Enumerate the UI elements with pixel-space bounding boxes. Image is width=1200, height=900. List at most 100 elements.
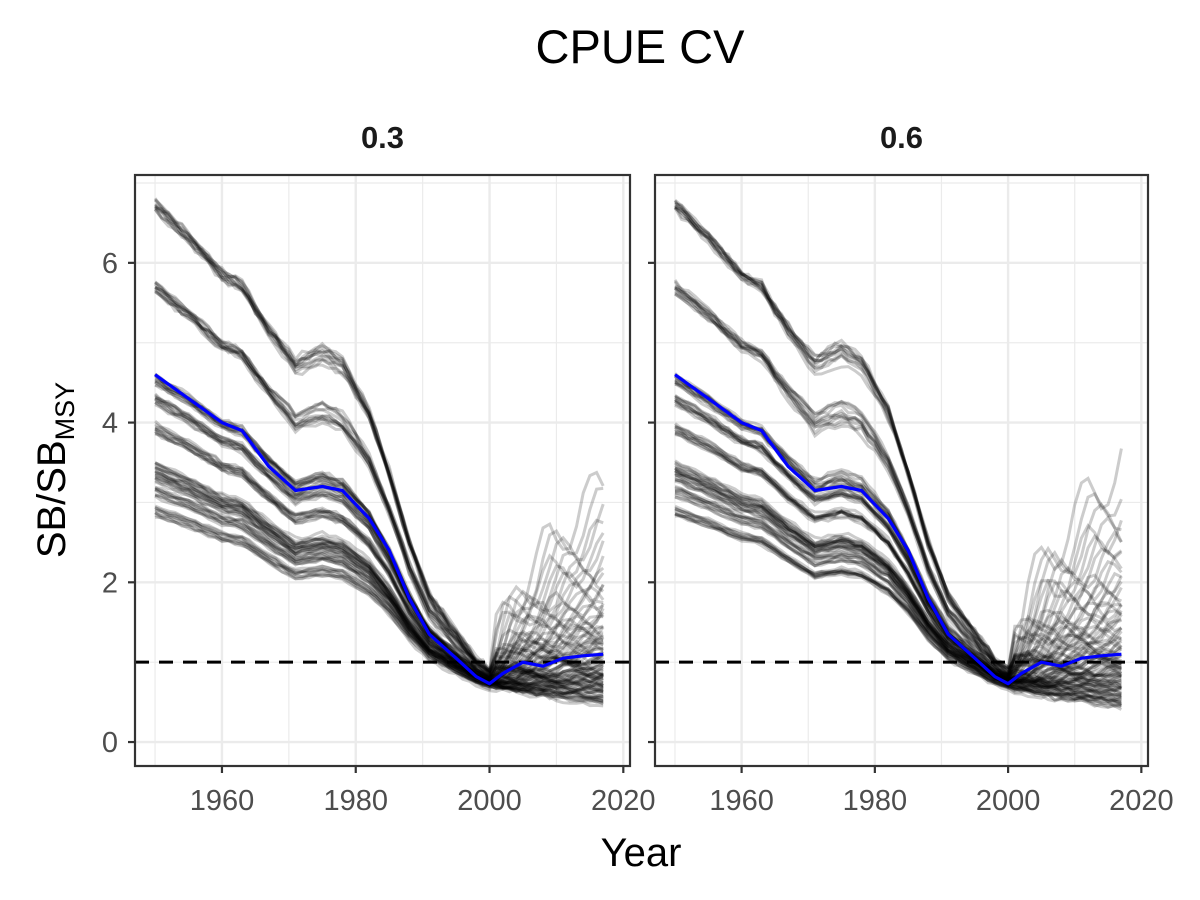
trajectory-line xyxy=(153,206,604,675)
trajectory-line xyxy=(154,397,604,682)
trajectory-line xyxy=(674,200,1123,669)
trajectory-line xyxy=(154,203,605,676)
trajectory-line xyxy=(674,493,1122,691)
trajectory-line xyxy=(154,471,604,704)
trajectory-line xyxy=(154,397,605,679)
trajectory-line xyxy=(154,419,604,696)
trajectory-line xyxy=(674,286,1123,675)
trajectory-line xyxy=(674,291,1123,674)
trajectory-line xyxy=(674,398,1122,682)
trajectory-line xyxy=(673,280,1122,678)
trajectory-line xyxy=(154,494,604,682)
trajectory-line xyxy=(154,290,605,679)
y-axis-label: SB/SBMSY xyxy=(30,382,80,558)
trajectory-line xyxy=(154,461,604,699)
trajectory-line xyxy=(674,486,1122,704)
trajectory-line xyxy=(153,197,604,674)
panel-label: 0.3 xyxy=(361,120,404,155)
trajectory-line xyxy=(154,487,604,701)
trajectory-line xyxy=(154,204,605,673)
trajectory-line xyxy=(154,504,604,706)
x-tick-label: 1980 xyxy=(843,785,908,817)
trajectory-line xyxy=(154,511,604,694)
trajectory-line xyxy=(674,484,1122,708)
trajectory-line xyxy=(154,198,604,675)
trajectory-line xyxy=(674,488,1123,699)
trajectory-line xyxy=(154,487,604,693)
trajectory-line xyxy=(674,286,1123,682)
trajectory-line xyxy=(154,422,604,693)
trajectory-line xyxy=(674,395,1122,683)
trajectory-line xyxy=(674,201,1123,678)
trajectory-line xyxy=(674,464,1122,694)
trajectories xyxy=(153,197,605,708)
trajectory-line xyxy=(674,432,1123,678)
trajectory-line xyxy=(154,288,605,676)
y-axis-label-subscript: MSY xyxy=(50,382,80,441)
y-axis-label-main: SB/SB xyxy=(30,440,74,558)
trajectory-line xyxy=(153,283,604,681)
trajectory-line xyxy=(154,202,605,672)
trajectory-line xyxy=(674,508,1123,707)
trajectory-line xyxy=(154,464,604,687)
trajectory-line xyxy=(674,507,1122,704)
trajectory-line xyxy=(154,393,604,692)
trajectory-line xyxy=(674,292,1123,687)
trajectory-line xyxy=(154,285,604,675)
trajectory-line xyxy=(154,508,604,698)
trajectory-line xyxy=(154,427,605,687)
trajectory-line xyxy=(154,401,605,679)
trajectory-line xyxy=(674,473,1122,693)
panel-1: 0.3 1960 1980 2000 2020 0 2 4 6 xyxy=(102,120,656,817)
trajectory-line xyxy=(674,433,1122,683)
trajectory-line xyxy=(154,426,605,687)
trajectory-line xyxy=(674,284,1122,670)
trajectory-line xyxy=(674,491,1122,689)
x-tick-label: 1980 xyxy=(323,785,388,817)
trajectory-line xyxy=(154,392,604,688)
trajectory-line xyxy=(674,478,1122,685)
trajectory-line xyxy=(154,206,605,679)
chart-title: CPUE CV xyxy=(536,20,746,73)
trajectory-line xyxy=(674,462,1122,699)
trajectory-line xyxy=(154,286,605,674)
trajectory-line xyxy=(674,403,1123,679)
trajectory-line xyxy=(154,431,604,683)
trajectory-line xyxy=(154,513,604,688)
trajectory-line xyxy=(154,485,604,703)
trajectory-line xyxy=(154,403,605,682)
trajectory-line xyxy=(154,472,604,704)
trajectory-line xyxy=(674,504,1123,711)
y-tick-label: 6 xyxy=(102,248,118,280)
trajectory-line xyxy=(674,286,1123,682)
trajectory-line xyxy=(674,428,1123,687)
trajectory-line xyxy=(155,515,604,682)
x-tick-label: 2020 xyxy=(591,785,656,817)
trajectory-line xyxy=(154,427,604,687)
trajectory-line xyxy=(674,289,1123,676)
trajectory-line xyxy=(674,380,1123,685)
panel-border xyxy=(133,173,632,768)
trajectory-line xyxy=(674,422,1122,697)
trajectory-line xyxy=(674,475,1122,685)
y-tick-label: 4 xyxy=(102,408,118,440)
trajectory-line xyxy=(674,204,1123,670)
trajectory-line xyxy=(674,205,1123,678)
trajectory-line xyxy=(154,461,604,695)
trajectory-line xyxy=(154,476,604,691)
trajectory-line xyxy=(154,494,604,685)
trajectory-line xyxy=(154,487,604,698)
median-line xyxy=(154,373,604,686)
trajectory-line xyxy=(154,511,604,691)
trajectory-line xyxy=(154,470,604,686)
trajectory-line xyxy=(674,461,1123,703)
trajectory-line xyxy=(154,474,604,700)
y-tick-label: 2 xyxy=(102,567,118,599)
trajectory-line xyxy=(674,207,1123,678)
trajectory-line xyxy=(674,495,1122,685)
trajectory-line xyxy=(154,506,604,708)
trajectory-line xyxy=(674,459,1123,706)
trajectory-line xyxy=(674,424,1122,702)
trajectory-line xyxy=(674,506,1122,709)
median-line xyxy=(674,373,1122,686)
